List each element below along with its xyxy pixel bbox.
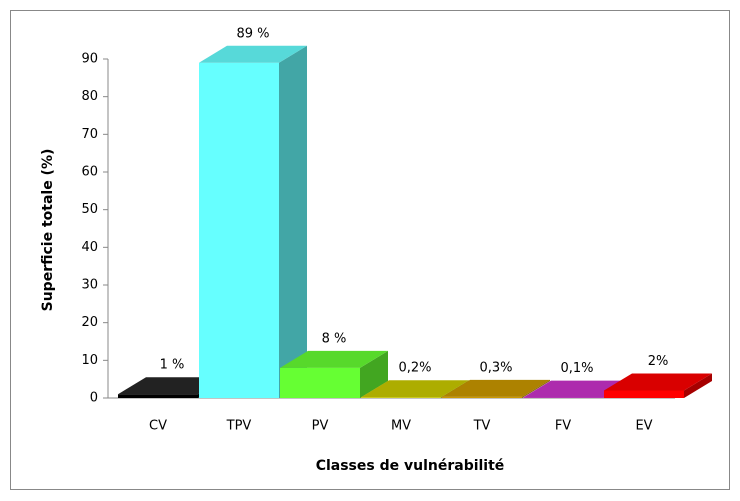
bar-side bbox=[279, 46, 307, 398]
bar bbox=[604, 390, 684, 398]
x-tick-label: TV bbox=[473, 419, 491, 434]
value-label: 1 % bbox=[160, 358, 185, 373]
value-label: 89 % bbox=[236, 26, 269, 41]
y-tick-label: 50 bbox=[81, 202, 98, 217]
y-axis-title: Superficie totale (%) bbox=[40, 149, 56, 312]
y-tick-label: 20 bbox=[81, 315, 98, 330]
y-tick-label: 90 bbox=[81, 52, 98, 67]
y-tick-label: 30 bbox=[81, 278, 98, 293]
y-tick-label: 70 bbox=[81, 127, 98, 142]
value-label: 0,3% bbox=[479, 360, 512, 375]
value-label: 0,2% bbox=[398, 361, 431, 376]
bar bbox=[280, 368, 360, 398]
x-tick-label: PV bbox=[312, 419, 329, 434]
value-label: 2% bbox=[648, 354, 669, 369]
y-tick-label: 40 bbox=[81, 240, 98, 255]
bar bbox=[442, 397, 522, 398]
x-axis-title: Classes de vulnérabilité bbox=[316, 458, 505, 474]
bar bbox=[361, 397, 441, 398]
x-tick-label: TPV bbox=[226, 419, 252, 434]
y-tick-label: 0 bbox=[90, 391, 98, 406]
y-tick-label: 80 bbox=[81, 89, 98, 104]
y-tick-label: 60 bbox=[81, 165, 98, 180]
x-tick-label: MV bbox=[391, 419, 411, 434]
x-tick-label: EV bbox=[635, 419, 652, 434]
bar bbox=[118, 394, 198, 398]
x-tick-label: FV bbox=[555, 419, 571, 434]
y-tick-label: 10 bbox=[81, 353, 98, 368]
value-label: 0,1% bbox=[560, 361, 593, 376]
chart-frame bbox=[11, 11, 730, 490]
value-label: 8 % bbox=[322, 331, 347, 346]
bar bbox=[199, 63, 279, 398]
x-tick-label: CV bbox=[149, 419, 167, 434]
